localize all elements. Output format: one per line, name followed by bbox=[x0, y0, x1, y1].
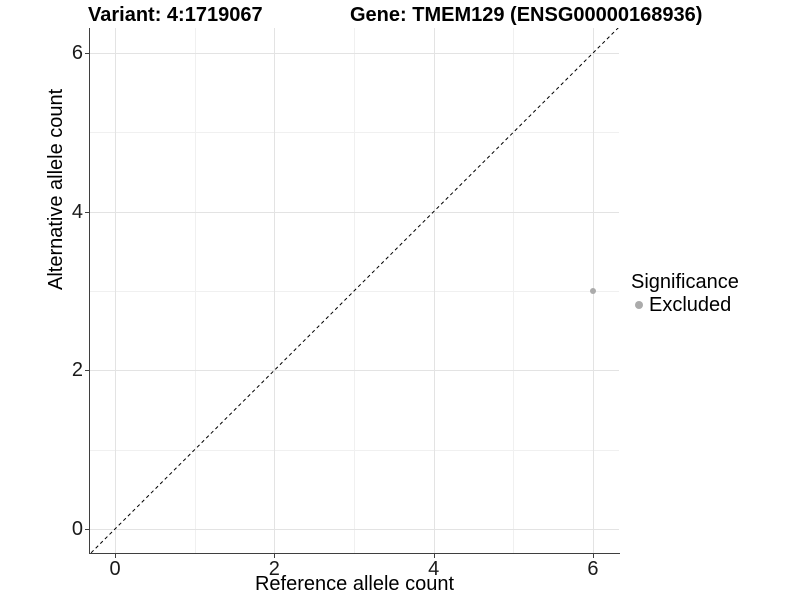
x-axis-line bbox=[89, 553, 620, 554]
gene-title: Gene: TMEM129 (ENSG00000168936) bbox=[350, 4, 703, 26]
y-tick-label: 6 bbox=[71, 42, 83, 64]
x-tick-label: 6 bbox=[587, 558, 599, 580]
y-tick-mark bbox=[85, 529, 89, 530]
y-major-gridline bbox=[90, 211, 619, 213]
identity-line bbox=[90, 28, 619, 553]
x-tick-mark bbox=[433, 554, 435, 558]
y-major-gridline bbox=[90, 529, 619, 530]
legend-item-excluded: Excluded bbox=[635, 294, 739, 316]
x-axis-title: Reference allele count bbox=[254, 573, 454, 595]
legend-item-label: Excluded bbox=[649, 294, 732, 316]
legend-title: Significance bbox=[631, 271, 739, 293]
y-axis-line bbox=[89, 28, 90, 554]
x-minor-gridline bbox=[513, 28, 515, 553]
x-major-gridline bbox=[115, 28, 116, 553]
x-minor-gridline bbox=[194, 28, 196, 553]
x-tick-mark bbox=[115, 554, 116, 558]
y-minor-gridline bbox=[90, 132, 619, 134]
y-tick-label: 4 bbox=[71, 200, 83, 223]
y-major-gridline bbox=[90, 370, 619, 372]
legend-point-icon bbox=[635, 301, 643, 309]
variant-title: Variant: 4:1719067 bbox=[88, 4, 263, 26]
y-tick-label: 0 bbox=[71, 518, 83, 540]
legend: Significance Excluded bbox=[631, 270, 739, 316]
x-tick-mark bbox=[592, 554, 594, 558]
plot-panel bbox=[90, 28, 619, 553]
x-tick-label: 0 bbox=[109, 558, 121, 580]
y-tick-mark bbox=[85, 53, 89, 54]
y-minor-gridline bbox=[90, 449, 619, 451]
y-tick-mark bbox=[85, 370, 89, 372]
y-minor-gridline bbox=[90, 291, 619, 292]
x-major-gridline bbox=[274, 28, 276, 553]
y-tick-label: 2 bbox=[71, 359, 83, 382]
x-tick-label: 2 bbox=[268, 558, 280, 580]
x-tick-label: 4 bbox=[428, 558, 440, 580]
x-tick-mark bbox=[274, 554, 276, 558]
x-major-gridline bbox=[433, 28, 435, 553]
y-major-gridline bbox=[90, 53, 619, 54]
data-point bbox=[589, 288, 596, 294]
y-tick-mark bbox=[85, 211, 89, 213]
